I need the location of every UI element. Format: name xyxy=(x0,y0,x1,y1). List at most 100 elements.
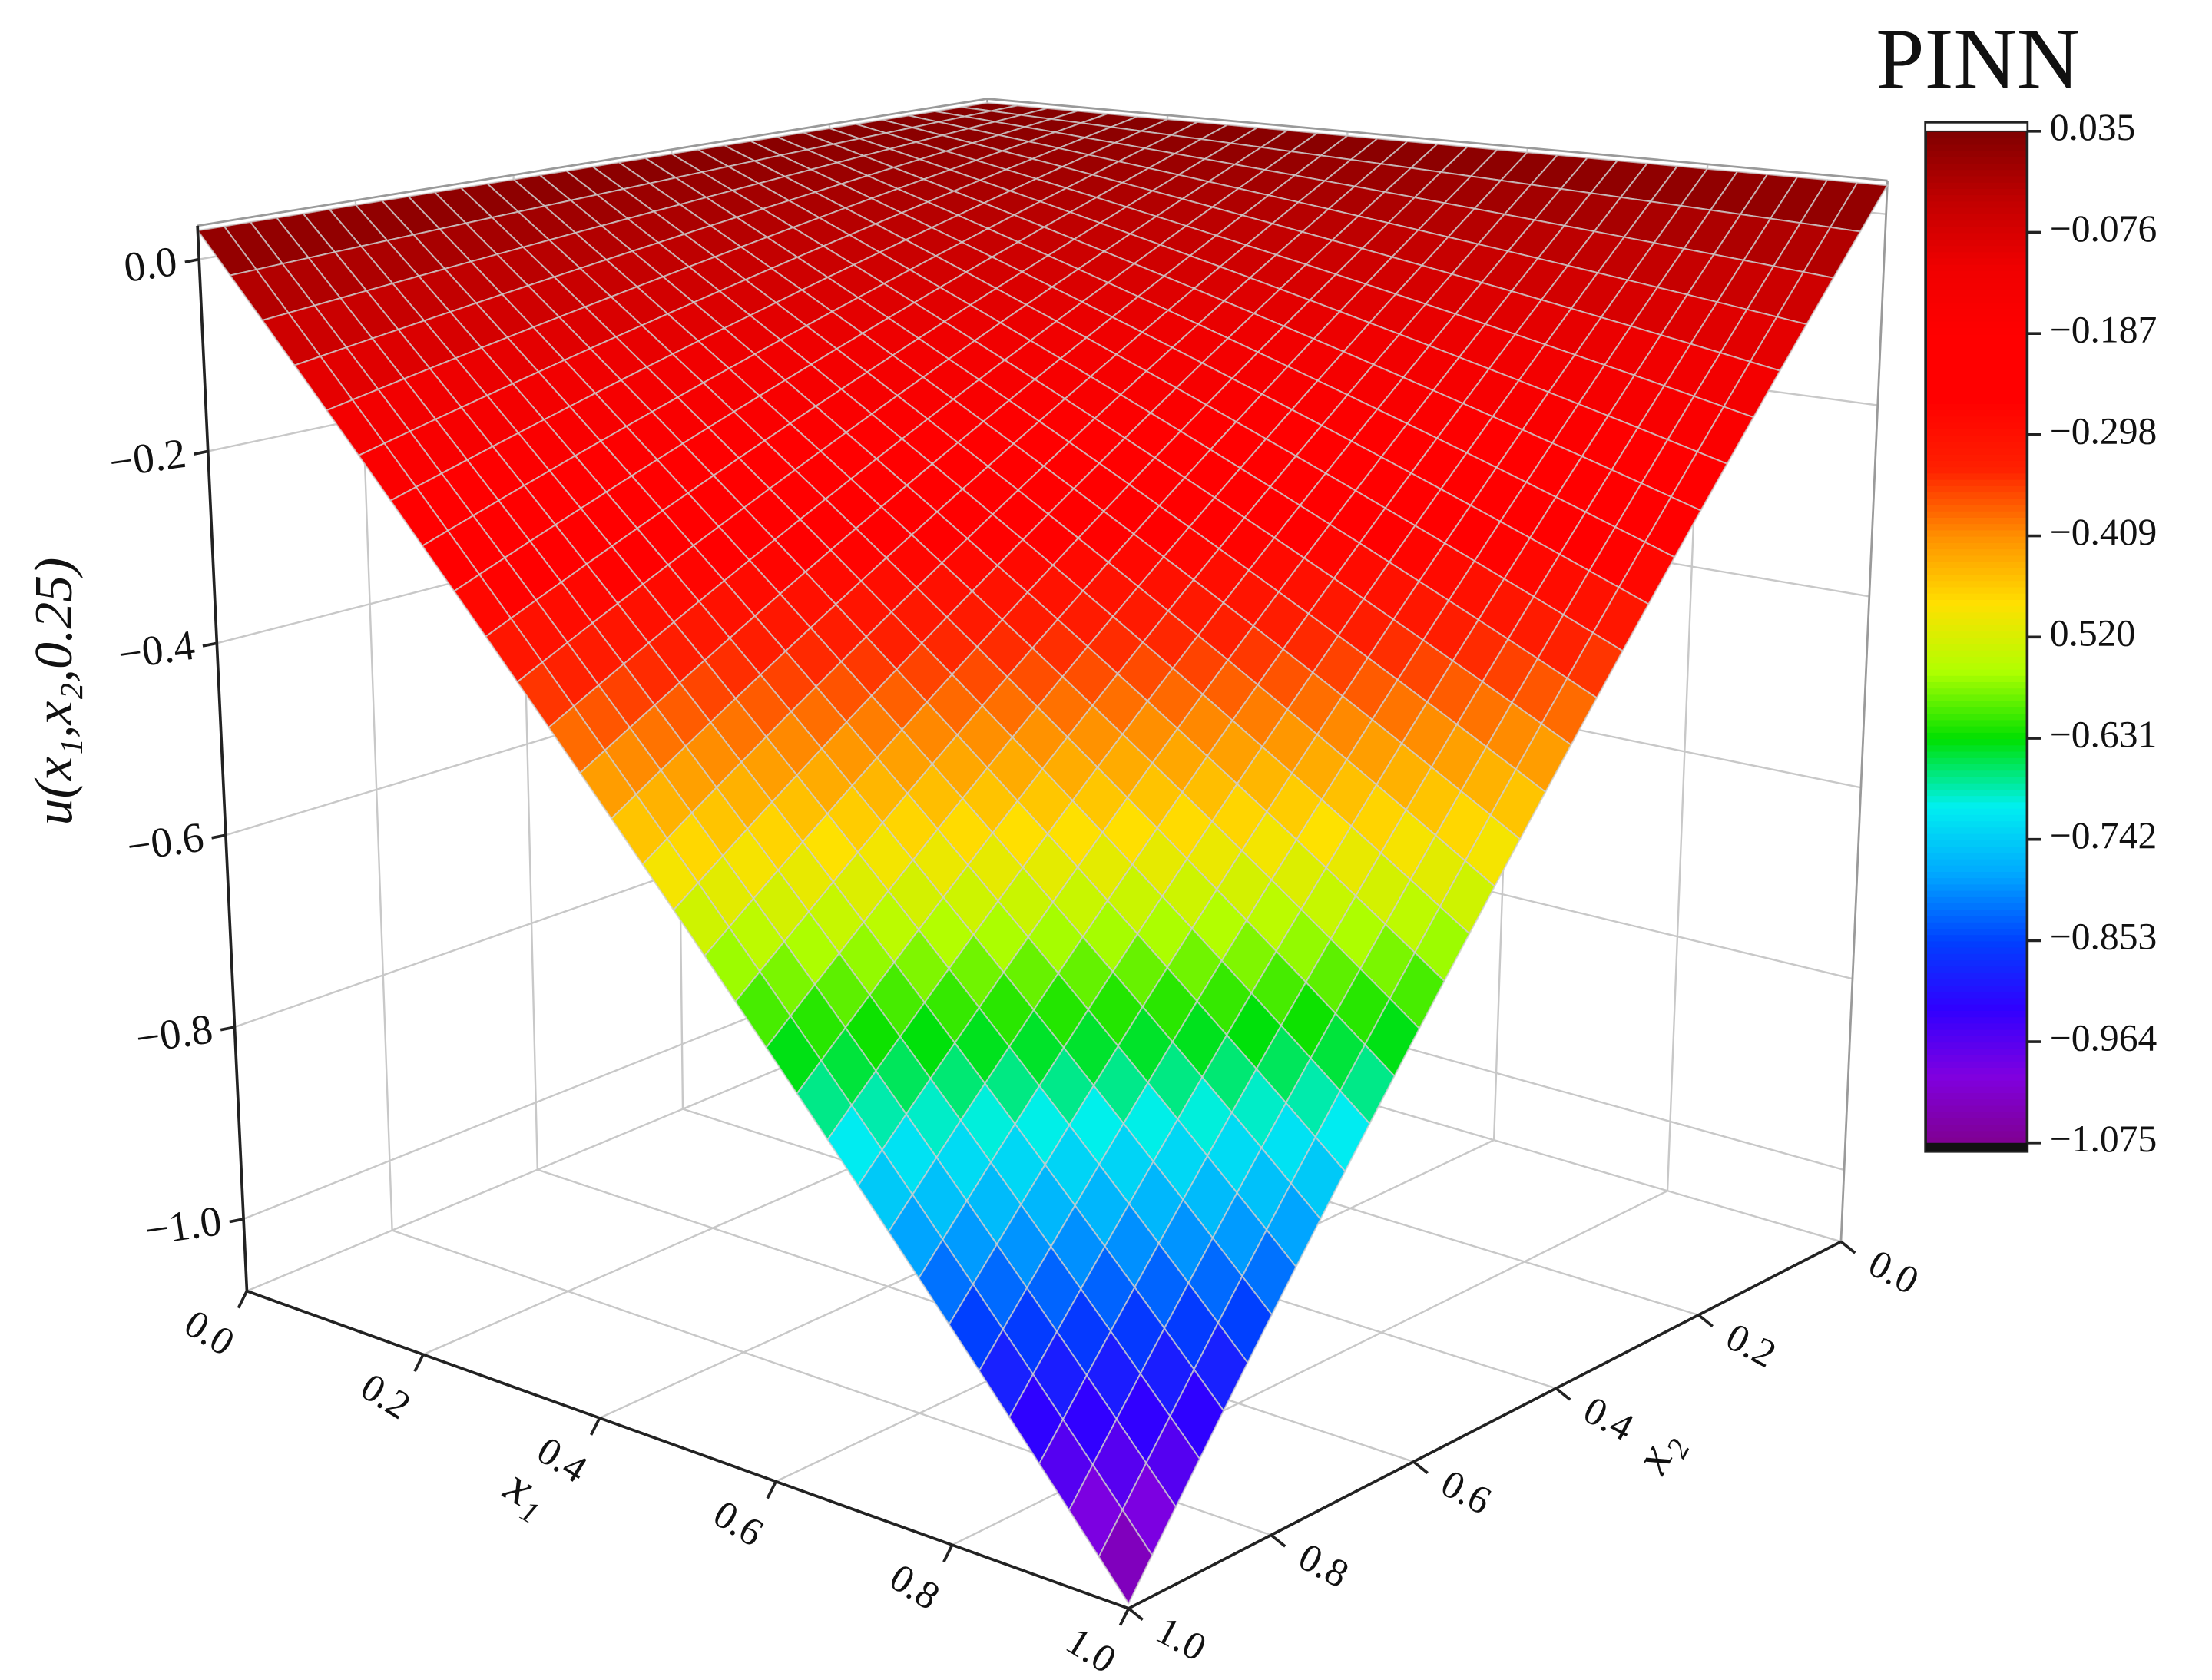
colorbar-slice xyxy=(1926,251,2028,259)
colorbar-slice xyxy=(1926,978,2028,986)
colorbar-slice xyxy=(1926,542,2028,550)
colorbar-slice xyxy=(1926,548,2028,556)
colorbar-slice xyxy=(1926,257,2028,265)
colorbar-slice xyxy=(1926,858,2028,866)
colorbar-slice xyxy=(1926,1035,2028,1043)
colorbar-slice xyxy=(1926,580,2028,588)
colorbar-slice xyxy=(1926,915,2028,923)
y-tick xyxy=(1839,1240,1856,1254)
colorbar-slice xyxy=(1926,643,2028,651)
colorbar-slice xyxy=(1926,535,2028,543)
colorbar-slice xyxy=(1926,694,2028,701)
colorbar-slice xyxy=(1926,320,2028,329)
colorbar-slice xyxy=(1926,605,2028,613)
colorbar-slice xyxy=(1926,681,2028,689)
z-tick xyxy=(202,641,217,648)
colorbar-slice xyxy=(1926,1130,2028,1138)
colorbar-slice xyxy=(1926,555,2028,562)
colorbar-slice xyxy=(1926,624,2028,632)
colorbar-slice xyxy=(1926,1124,2028,1132)
colorbar-slice xyxy=(1926,713,2028,721)
colorbar-slice xyxy=(1926,813,2028,822)
colorbar-slice xyxy=(1926,1054,2028,1062)
z-tick xyxy=(194,449,209,456)
colorbar-slice xyxy=(1926,649,2028,658)
colorbar-slice xyxy=(1926,731,2028,740)
z-tick-label: −0.4 xyxy=(115,621,197,678)
colorbar-slice xyxy=(1926,213,2028,221)
colorbar-slice xyxy=(1926,662,2028,670)
colorbar-slice xyxy=(1926,138,2028,145)
colorbar-slice xyxy=(1926,416,2028,423)
colorbar-slice xyxy=(1926,984,2028,992)
colorbar-slice xyxy=(1926,927,2028,936)
x-tick xyxy=(413,1354,425,1373)
colorbar-tick-label: −0.409 xyxy=(2050,511,2157,553)
colorbar-slice xyxy=(1926,674,2028,683)
colorbar-slice xyxy=(1926,283,2028,290)
colorbar-slice xyxy=(1926,833,2028,840)
colorbar-slice xyxy=(1926,1105,2028,1112)
colorbar-slice xyxy=(1926,479,2028,486)
colorbar-slice xyxy=(1926,169,2028,177)
z-tick xyxy=(184,257,200,264)
colorbar-slice xyxy=(1926,896,2028,904)
colorbar-slice xyxy=(1926,1136,2028,1144)
colorbar-cap xyxy=(1925,121,2028,132)
colorbar-slice xyxy=(1926,902,2028,910)
colorbar-slice xyxy=(1926,516,2028,525)
colorbar-slice xyxy=(1926,403,2028,411)
colorbar-slice xyxy=(1926,270,2028,278)
colorbar-slice xyxy=(1926,655,2028,664)
colorbar-slice xyxy=(1926,371,2028,379)
colorbar-tick-label: −0.076 xyxy=(2050,207,2157,250)
grid-line xyxy=(354,200,1272,1536)
colorbar-slice xyxy=(1926,1079,2028,1087)
colorbar-slice xyxy=(1926,447,2028,455)
colorbar-slice xyxy=(1926,991,2028,999)
colorbar-slice xyxy=(1926,725,2028,733)
colorbar-slice xyxy=(1926,592,2028,601)
z-tick-label: −0.2 xyxy=(106,429,188,486)
y-tick xyxy=(1697,1314,1714,1327)
colorbar-slice xyxy=(1926,510,2028,519)
z-tick xyxy=(220,1026,235,1032)
colorbar-slice xyxy=(1926,1016,2028,1024)
colorbar-slice xyxy=(1926,1060,2028,1069)
colorbar-title: PINN xyxy=(1876,10,2080,107)
y-tick xyxy=(1128,1607,1144,1622)
colorbar-slice xyxy=(1926,1066,2028,1075)
colorbar-slice xyxy=(1926,1042,2028,1049)
colorbar-tick-label: −0.964 xyxy=(2050,1016,2157,1059)
colorbar-slice xyxy=(1926,352,2028,360)
x-tick xyxy=(766,1480,777,1499)
colorbar-slice xyxy=(1926,472,2028,480)
colorbar-slice xyxy=(1926,289,2028,297)
colorbar-slice xyxy=(1926,1022,2028,1030)
colorbar-slice xyxy=(1926,561,2028,568)
colorbar-slice xyxy=(1926,776,2028,784)
y-tick xyxy=(1555,1387,1571,1401)
box-edge xyxy=(1839,181,1889,1242)
colorbar-slice xyxy=(1926,302,2028,310)
colorbar-slice xyxy=(1926,972,2028,979)
colorbar-slice xyxy=(1926,598,2028,607)
colorbar-slice xyxy=(1926,377,2028,386)
colorbar-slice xyxy=(1926,181,2028,189)
colorbar-slice xyxy=(1926,365,2028,373)
colorbar-slice xyxy=(1926,409,2028,417)
colorbar-slice xyxy=(1926,1092,2028,1100)
colorbar-slice xyxy=(1926,795,2028,803)
colorbar-slice xyxy=(1926,1003,2028,1012)
colorbar-slice xyxy=(1926,782,2028,790)
colorbar-slice xyxy=(1926,909,2028,916)
colorbar-tick-label: −0.742 xyxy=(2050,814,2157,857)
colorbar-slice xyxy=(1926,845,2028,853)
colorbar-slice xyxy=(1926,688,2028,695)
colorbar-slice xyxy=(1926,314,2028,322)
colorbar-tick-label: 0.520 xyxy=(2050,612,2136,654)
colorbar-slice xyxy=(1926,1098,2028,1106)
colorbar-slice xyxy=(1926,953,2028,961)
colorbar-slice xyxy=(1926,744,2028,752)
